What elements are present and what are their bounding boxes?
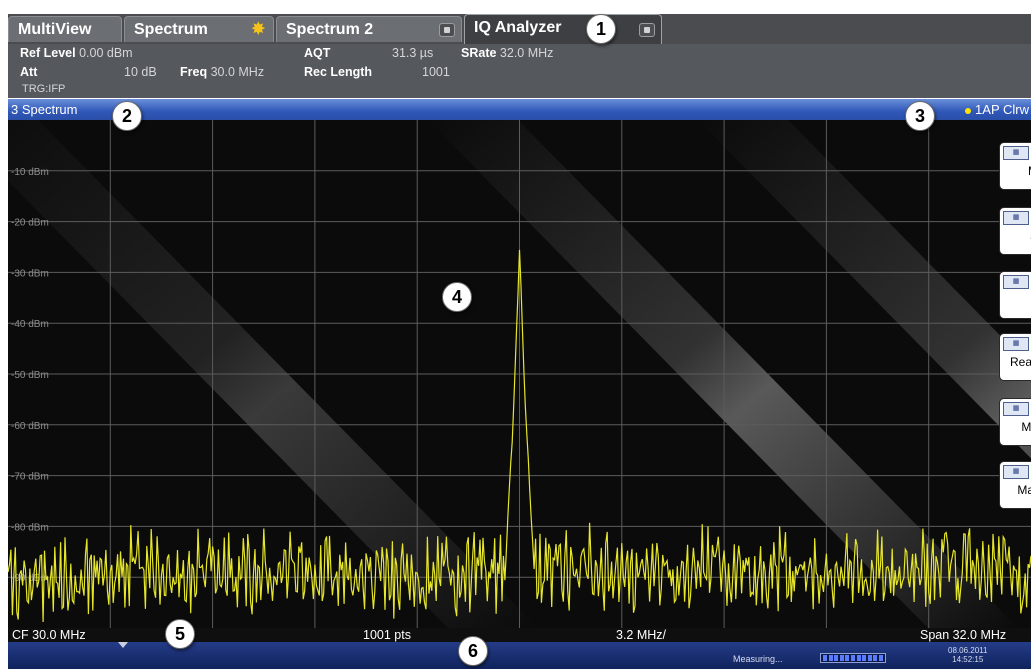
- measuring-status: Measuring...: [733, 654, 783, 664]
- progress-segment: [834, 655, 839, 661]
- measurement-progress-bar: [820, 653, 886, 663]
- status-bar: Measuring... 08.06.2011 14:52:15: [8, 642, 1031, 669]
- callout-4: 4: [442, 282, 472, 312]
- side-softkey[interactable]: ▦ Mar: [999, 461, 1031, 509]
- progress-segment: [867, 655, 872, 661]
- tab-label: IQ Analyzer: [474, 19, 562, 36]
- y-tick-label: -50 dBm: [11, 370, 49, 381]
- side-softkey-label: Real/: [1009, 355, 1031, 369]
- progress-segment: [873, 655, 878, 661]
- callout-3: 3: [905, 101, 935, 131]
- callout-5: 5: [165, 619, 195, 649]
- tab-label: MultiView: [18, 21, 92, 38]
- iq-vector-icon: ▦: [1003, 275, 1029, 289]
- side-softkey-label: S: [1030, 229, 1031, 243]
- progress-segment: [862, 655, 867, 661]
- progress-segment: [879, 655, 883, 661]
- tab-spectrum[interactable]: Spectrum ✸: [124, 16, 274, 42]
- callout-1: 1: [586, 14, 616, 44]
- y-tick-label: -30 dBm: [11, 268, 49, 279]
- progress-segment: [851, 655, 855, 661]
- trigger-info: TRG:IFP: [22, 83, 66, 95]
- diagram-footer: CF 30.0 MHz 1001 pts 3.2 MHz/ Span 32.0 …: [8, 628, 1031, 642]
- star-icon: ✸: [251, 21, 265, 38]
- att-value: 10 dB: [124, 65, 157, 79]
- progress-segment: [828, 655, 833, 661]
- progress-segment: [823, 655, 827, 661]
- progress-segment: [856, 655, 861, 661]
- marker-icon: ▦: [1003, 402, 1029, 416]
- tab-spectrum-2[interactable]: Spectrum 2: [276, 16, 462, 42]
- progress-segment: [845, 655, 850, 661]
- time: 14:52:15: [952, 655, 984, 664]
- frequency-per-division: 3.2 MHz/: [616, 628, 667, 642]
- att-label: Att: [20, 65, 38, 79]
- side-softkey[interactable]: ▦ Ma: [999, 398, 1031, 446]
- y-tick-label: -60 dBm: [11, 421, 49, 432]
- window-title: 3 Spectrum: [11, 102, 78, 117]
- tab-bar: MultiView Spectrum ✸ Spectrum 2 IQ Analy…: [8, 14, 1031, 45]
- aqt-value: 31.3 µs: [392, 46, 434, 60]
- window-title-bar[interactable]: 3 Spectrum 1AP Clrw: [8, 99, 1031, 120]
- tab-label: Spectrum 2: [286, 21, 374, 38]
- close-icon[interactable]: [439, 23, 455, 37]
- callout-6: 6: [458, 636, 488, 666]
- side-softkey-label: Ma: [1021, 420, 1031, 434]
- srate-label: SRate: [461, 46, 497, 60]
- center-frequency: CF 30.0 MHz: [12, 628, 86, 642]
- rec-length-label: Rec Length: [304, 65, 373, 79]
- y-tick-label: -40 dBm: [11, 319, 49, 330]
- date-time: 08.06.2011 14:52:15: [948, 646, 987, 664]
- spectrum-trace: [8, 249, 1031, 623]
- y-tick-label: -70 dBm: [11, 472, 49, 483]
- dropdown-arrow-icon[interactable]: [118, 642, 128, 648]
- close-icon[interactable]: [639, 23, 655, 37]
- freq-label: Freq: [180, 65, 208, 79]
- spectrum-icon: ▦: [1003, 211, 1029, 225]
- ref-level-value: 0.00 dBm: [79, 46, 133, 60]
- tab-iq-analyzer[interactable]: IQ Analyzer: [464, 14, 662, 44]
- trace-color-dot: [965, 107, 972, 114]
- y-axis-labels: -10 dBm -20 dBm -30 dBm -40 dBm -50 dBm -60 d…: [11, 167, 49, 584]
- tab-multiview[interactable]: MultiView: [8, 16, 122, 42]
- srate-value: 32.0 MHz: [499, 46, 554, 60]
- trace-info: 1AP Clrw: [965, 99, 1029, 120]
- date: 08.06.2011: [948, 646, 988, 655]
- callout-2: 2: [112, 101, 142, 131]
- y-tick-label: -80 dBm: [11, 522, 49, 533]
- span-value: Span 32.0 MHz: [920, 628, 1007, 642]
- side-softkey[interactable]: ▦ Real/: [999, 333, 1031, 381]
- aqt-label: AQT: [304, 46, 331, 60]
- y-tick-label: -10 dBm: [11, 167, 49, 178]
- y-tick-label: -20 dBm: [11, 218, 49, 229]
- side-softkey[interactable]: ▦I: [999, 271, 1031, 319]
- side-softkey[interactable]: ▦M: [999, 142, 1031, 190]
- spectrum-diagram[interactable]: -10 dBm -20 dBm -30 dBm -40 dBm -50 dBm -60 d…: [8, 120, 1031, 628]
- side-softkey-label: Mar: [1017, 483, 1031, 497]
- ref-level-label: Ref Level: [20, 46, 76, 60]
- tab-label: Spectrum: [134, 21, 208, 38]
- sweep-points: 1001 pts: [363, 628, 411, 642]
- grid-lines: [8, 120, 1031, 628]
- peak-marker-icon: ▦: [1003, 465, 1029, 479]
- side-softkey-label: M: [1028, 164, 1031, 178]
- magnitude-icon: ▦: [1003, 146, 1029, 160]
- real-imag-icon: ▦: [1003, 337, 1029, 351]
- side-softkey[interactable]: ▦S: [999, 207, 1031, 255]
- channel-settings-panel: Ref Level 0.00 dBm Att 10 dB Freq 30.0 M…: [8, 44, 1031, 98]
- rec-length-value: 1001: [422, 65, 450, 79]
- spectrum-plot: -10 dBm -20 dBm -30 dBm -40 dBm -50 dBm -60 d…: [8, 120, 1031, 628]
- freq-value: 30.0 MHz: [210, 65, 265, 79]
- progress-segment: [839, 655, 844, 661]
- trace-info-text: 1AP Clrw: [975, 102, 1029, 117]
